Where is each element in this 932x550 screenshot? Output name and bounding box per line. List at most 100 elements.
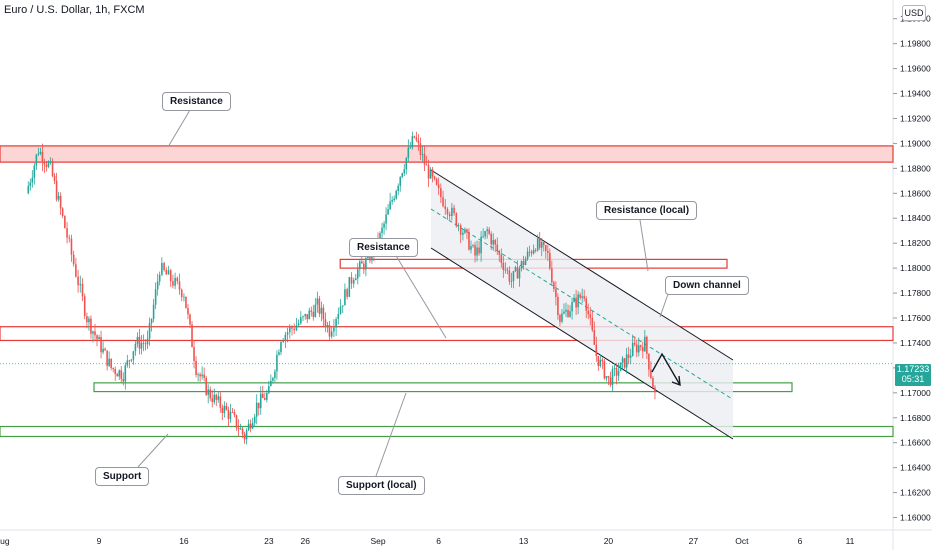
candle-body [158,274,161,282]
channel-upper-line[interactable] [430,169,734,361]
candle-body [540,242,543,248]
callout-pointer [375,392,407,477]
candle-body [169,270,172,282]
candle-body [623,358,626,368]
callout-pointer [167,109,191,148]
candle-body [272,377,274,381]
candle-body [249,423,252,429]
candle-body [650,369,652,378]
candle-body [423,154,426,165]
candle-body [161,263,163,275]
candle-body [573,297,575,302]
candle-body [633,342,636,345]
y-tick-label: 1.16200 [900,488,931,498]
y-tick-label: 1.16600 [900,438,931,448]
candle-body [75,264,77,277]
x-tick-label: 13 [519,536,529,546]
candle-body [597,356,600,366]
candle-body [363,263,365,270]
candle-body [124,365,127,382]
candle-body [45,164,48,167]
candle-body [585,298,588,311]
last-price-value: 1.17233 [896,364,930,374]
callout-support-local[interactable]: Support (local) [338,476,425,495]
candle-body [259,393,262,409]
candle-body [251,423,254,429]
callout-resistance[interactable]: Resistance [162,92,231,111]
callout-resistance-local[interactable]: Resistance (local) [596,201,698,220]
candle-body [66,228,68,238]
callout-pointer [137,433,169,468]
candle-body [354,278,357,281]
candle-body [468,231,470,250]
candle-body [397,185,400,191]
candle-body [419,143,422,155]
x-tick-label: 20 [604,536,614,546]
candle-body [472,245,474,247]
candle-body [140,342,143,349]
level-zone-5[interactable] [0,425,894,438]
candles [27,131,656,445]
candle-body [595,344,598,357]
candle-body [43,162,46,165]
candle-body [31,177,34,183]
candle-body [591,317,594,331]
candle-body [185,296,187,309]
callout-resistance-mid[interactable]: Resistance [349,238,418,257]
y-tick-label: 1.18600 [900,188,931,198]
candle-body [417,140,420,144]
candle-body [150,318,153,324]
candle-body [553,282,555,290]
candle-body [470,246,472,250]
candle-body [213,394,216,403]
candle-body [83,296,86,317]
candle-body [57,195,60,200]
candle-body [393,198,395,200]
candle-body [427,165,430,179]
candle-body [652,377,654,388]
candle-body [201,374,203,377]
candle-body [142,342,145,344]
candle-body [70,238,73,255]
candle-body [197,374,199,376]
level-zone-3[interactable] [0,326,894,342]
candle-body [524,258,527,266]
x-tick-label: Aug [0,536,10,546]
callout-down-channel[interactable]: Down channel [665,276,749,295]
candle-body [308,310,311,320]
y-tick-label: 1.17800 [900,288,931,298]
candle-body [569,311,571,317]
candle-body [102,348,104,353]
candle-body [172,281,174,286]
candle-body [609,377,612,386]
candle-body [498,251,501,255]
callout-support[interactable]: Support [95,467,150,486]
candle-body [27,186,30,194]
x-tick-label: 6 [798,536,803,546]
candle-body [225,405,228,410]
candle-body [217,396,220,400]
candle-body [79,283,82,286]
candle-body [333,327,335,332]
candle-body [361,261,363,264]
chart-title: Euro / U.S. Dollar, 1h, FXCM [4,4,145,16]
channel-lower-line[interactable] [430,247,734,440]
level-zone-1[interactable] [0,145,894,163]
candle-body [551,268,553,283]
currency-badge[interactable]: USD [902,5,926,21]
candle-body [291,327,293,329]
candle-body [502,262,505,270]
last-price-tag: 1.17233 05:31 [895,364,931,386]
projection-arrow[interactable] [651,352,681,387]
candle-body [644,336,646,352]
level-zone-4[interactable] [93,382,793,393]
candle-body [631,342,634,356]
candle-body [391,199,393,202]
candle-body [316,298,319,305]
candle-body [639,345,642,348]
candle-body [494,240,497,245]
candle-body [341,305,344,307]
candle-body [207,389,209,395]
candle-body [100,337,102,353]
